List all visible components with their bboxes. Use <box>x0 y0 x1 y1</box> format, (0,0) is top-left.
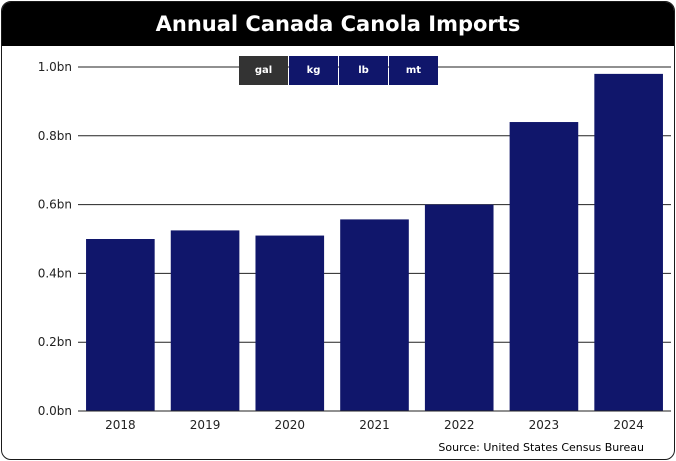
y-tick-label: 1.0bn <box>38 60 72 74</box>
bar-2019 <box>170 230 240 411</box>
x-tick-label: 2021 <box>359 418 390 432</box>
x-tick-label: 2023 <box>529 418 560 432</box>
x-tick-label: 2019 <box>190 418 221 432</box>
y-tick-label: 0.4bn <box>38 266 72 280</box>
bar-2018 <box>86 239 155 411</box>
y-tick-label: 0.0bn <box>38 404 72 418</box>
unit-button-lb[interactable]: lb <box>339 56 388 85</box>
bar-2021 <box>340 219 409 411</box>
y-tick-label: 0.6bn <box>38 198 72 212</box>
y-tick-label: 0.2bn <box>38 335 72 349</box>
x-tick-label: 2020 <box>275 418 306 432</box>
x-tick-label: 2022 <box>444 418 475 432</box>
unit-button-mt[interactable]: mt <box>389 56 438 85</box>
bar-2023 <box>509 122 579 411</box>
source-note: Source: United States Census Bureau <box>438 441 644 454</box>
x-tick-label: 2018 <box>105 418 136 432</box>
chart-title: Annual Canada Canola Imports <box>2 2 674 46</box>
bar-2024 <box>594 73 663 411</box>
x-tick-label: 2024 <box>613 418 644 432</box>
y-tick-label: 0.8bn <box>38 129 72 143</box>
unit-toggle-group: gal kg lb mt <box>239 56 438 85</box>
bar-2020 <box>255 235 325 411</box>
unit-button-gal[interactable]: gal <box>239 56 288 85</box>
unit-button-kg[interactable]: kg <box>289 56 338 85</box>
bar-2022 <box>424 204 494 411</box>
